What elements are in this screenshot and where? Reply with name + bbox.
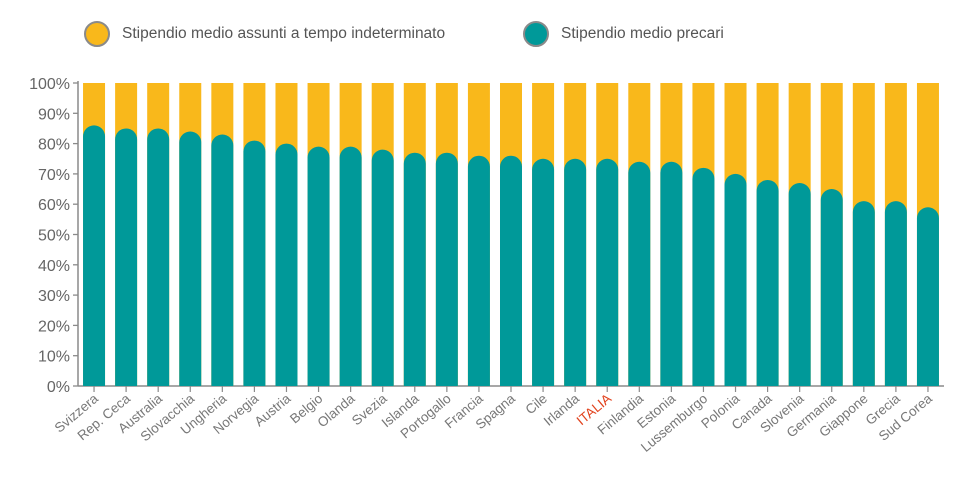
x-tick-label: Olanda (315, 391, 358, 431)
bar-temporary (275, 143, 298, 386)
bar-temporary (83, 125, 106, 387)
y-tick-label: 40% (38, 258, 70, 275)
y-tick-label: 100% (29, 76, 70, 93)
bar-temporary (756, 179, 779, 386)
bar-temporary (692, 167, 715, 386)
legend: Stipendio medio assunti a tempo indeterm… (0, 0, 970, 70)
y-tick-label: 60% (38, 197, 70, 214)
bar-temporary (115, 128, 138, 386)
y-tick-label: 10% (38, 349, 70, 366)
bar-temporary (500, 155, 522, 386)
bar-temporary (820, 189, 843, 386)
y-tick-label: 20% (38, 318, 70, 335)
bar-temporary (884, 201, 907, 386)
bar-temporary (532, 158, 555, 386)
bar-temporary (243, 140, 266, 386)
y-tick-label: 80% (38, 137, 70, 154)
y-tick-label: 30% (38, 288, 70, 305)
bar-temporary (307, 146, 330, 386)
bar-temporary (852, 201, 875, 386)
bar-temporary (628, 161, 651, 386)
y-tick-label: 50% (38, 228, 70, 245)
legend-item-permanent: Stipendio medio assunti a tempo indeterm… (84, 19, 445, 49)
bar-temporary (339, 146, 362, 386)
bar-temporary (788, 182, 811, 386)
y-tick-label: 70% (38, 167, 70, 184)
bar-temporary (564, 158, 587, 386)
legend-label-permanent: Stipendio medio assunti a tempo indeterm… (122, 25, 446, 42)
bar-temporary (467, 155, 490, 386)
bar-temporary (596, 158, 619, 386)
bar-temporary (403, 152, 426, 386)
legend-swatch-permanent (84, 21, 110, 47)
legend-label-temporary: Stipendio medio precari (561, 25, 724, 42)
x-tick-label: Irlanda (541, 390, 583, 428)
x-tick-label: Austria (252, 391, 294, 430)
legend-item-temporary: Stipendio medio precari (523, 19, 724, 49)
bar-temporary (211, 134, 234, 386)
legend-swatch-temporary (523, 21, 549, 47)
y-tick-label: 90% (38, 106, 70, 123)
y-tick-label: 0% (47, 379, 70, 396)
bar-temporary (147, 128, 170, 386)
bar-temporary (179, 131, 202, 386)
bar-temporary (724, 173, 747, 386)
bar-temporary (371, 149, 394, 386)
bar-temporary (435, 152, 458, 386)
bar-temporary (916, 207, 939, 386)
bar-temporary (660, 161, 683, 386)
